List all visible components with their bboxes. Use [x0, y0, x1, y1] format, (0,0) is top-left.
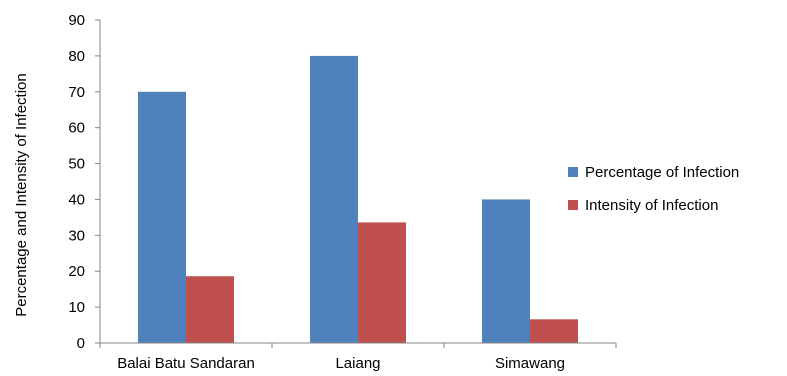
y-tick-label: 90 [68, 12, 85, 29]
x-axis-labels: Balai Batu Sandaran Laiang Simawang [99, 343, 617, 372]
y-tick-label: 30 [68, 227, 85, 244]
bars [138, 55, 578, 344]
y-tick-label: 0 [77, 335, 85, 352]
y-tick-label: 40 [68, 191, 85, 208]
legend: Percentage of Infection Intensity of Infe… [568, 164, 739, 214]
bar-percentage-2 [482, 199, 530, 343]
y-tick-label: 70 [68, 84, 85, 101]
bar-percentage-1 [310, 55, 358, 344]
bar-intensity-0 [186, 276, 234, 343]
y-axis-ticks: 0 10 20 30 40 50 60 70 80 90 [68, 12, 100, 352]
legend-swatch [568, 200, 578, 210]
x-category-label: Balai Batu Sandaran [117, 355, 255, 372]
bar-intensity-2 [530, 319, 578, 343]
y-tick-label: 60 [68, 120, 85, 137]
x-category-label: Laiang [335, 355, 380, 372]
y-tick-label: 50 [68, 156, 85, 173]
legend-label: Percentage of Infection [585, 164, 739, 181]
y-axis-title: Percentage and Intensity of Infection [13, 73, 30, 317]
y-tick-label: 10 [68, 299, 85, 316]
bar-intensity-1 [358, 222, 406, 343]
legend-swatch [568, 167, 578, 177]
y-tick-label: 80 [68, 48, 85, 65]
axes [99, 20, 616, 344]
bar-percentage-0 [138, 91, 186, 344]
legend-label: Intensity of Infection [585, 197, 718, 214]
y-tick-label: 20 [68, 263, 85, 280]
x-category-label: Simawang [495, 355, 565, 372]
